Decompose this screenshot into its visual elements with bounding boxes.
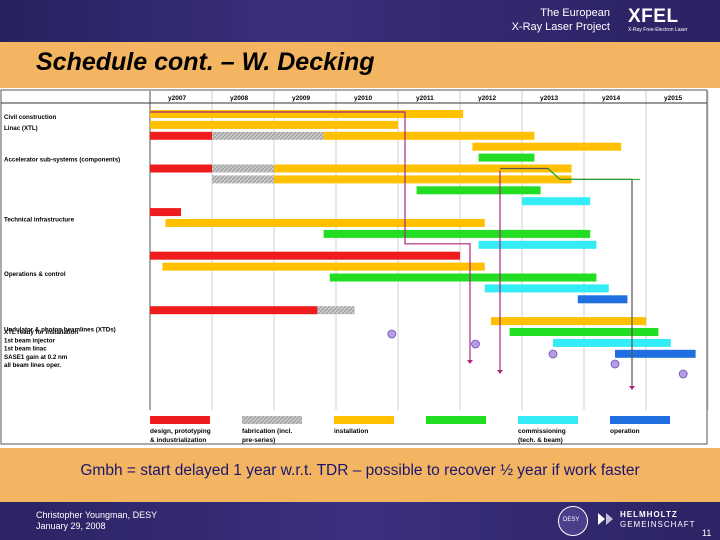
gantt-bar-fabrication (317, 306, 355, 315)
legend-label: installation (334, 428, 368, 435)
presentation-date: January 29, 2008 (36, 521, 106, 531)
group-label: Technical infrastructure (4, 217, 75, 224)
legend-swatch (242, 416, 302, 424)
gantt-bar-installation (165, 219, 485, 227)
gantt-bar-commissioning (553, 338, 671, 347)
helmholtz-logo-icon (598, 513, 613, 525)
group-label: Undulator & photon beamlines (XTDs) (4, 327, 116, 334)
gantt-bar-commissioning (522, 197, 591, 206)
gantt-bar-operation (577, 295, 628, 304)
milestone-marker (471, 339, 480, 349)
gantt-svg: y2007 y2008 y2009 y2010 y2011 y2012 y2013 y2014… (0, 89, 709, 445)
gemeinschaft-label: GEMEINSCHAFT (620, 520, 696, 529)
gantt-bar-installation (274, 175, 572, 184)
gantt-bar-design (150, 251, 460, 260)
gantt-bar-green (478, 153, 535, 162)
desy-logo (558, 506, 588, 536)
arrow-head-icon (467, 360, 473, 364)
gantt-chart: y2007 y2008 y2009 y2010 y2011 y2012 y2013 y2014… (0, 88, 720, 448)
milestone-label: XTL ready for installation (4, 329, 78, 336)
legend-swatch (334, 416, 394, 424)
legend-label: commissioning (518, 428, 566, 435)
gantt-bar-commissioning (484, 284, 609, 293)
legend-swatch (610, 416, 670, 424)
gantt-bar-installation (491, 317, 646, 326)
gantt-bar-green (323, 229, 591, 238)
legend-label: & industrialization (150, 437, 206, 444)
arrow-head-icon (497, 370, 503, 374)
gantt-bar-fabrication (212, 175, 274, 184)
year-label: y2008 (230, 95, 248, 102)
page-number: 11 (702, 528, 712, 538)
helmholtz-label: HELMHOLTZ (620, 510, 678, 519)
gantt-bar-commissioning (478, 240, 597, 249)
gantt-bar-operation (615, 349, 696, 358)
legend-swatch (518, 416, 578, 424)
milestone-label: SASE1 gain at 0.2 nm (4, 354, 68, 361)
year-label: y2012 (478, 95, 496, 102)
year-label: y2013 (540, 95, 558, 102)
org-name-line1: The European (540, 7, 610, 19)
gantt-bar-green (416, 186, 541, 195)
year-label: y2007 (168, 95, 186, 102)
group-label: Operations & control (4, 271, 66, 278)
legend-swatch (426, 416, 486, 424)
header-bar (0, 0, 720, 42)
legend-label: fabrication (incl. (242, 428, 292, 435)
gantt-bar-installation (150, 120, 398, 129)
dependency-arrow (150, 111, 471, 360)
gantt-bar-design (150, 164, 212, 173)
gantt-bar-installation (472, 142, 622, 151)
gantt-bar-installation (162, 262, 485, 271)
milestone-label: all beam lines oper. (4, 362, 61, 369)
title-band (0, 42, 720, 88)
note-band (0, 448, 720, 502)
legend-label: design, prototyping (150, 428, 211, 435)
group-label: Civil construction (4, 114, 56, 121)
org-name-line2: X-Ray Laser Project (511, 21, 610, 33)
gantt-bar-installation (274, 164, 572, 173)
gantt-bar-design (150, 208, 181, 217)
gantt-bar-green (509, 328, 659, 336)
gantt-bar-fabrication (212, 131, 324, 140)
gantt-bar-installation (323, 131, 535, 140)
gantt-bar-design (150, 306, 318, 315)
year-label: y2011 (416, 95, 434, 102)
xfel-logo: XFEL (628, 6, 679, 27)
year-label: y2014 (602, 95, 620, 102)
milestone-marker (678, 369, 688, 379)
legend-swatch (150, 416, 210, 424)
milestone-marker (387, 329, 397, 339)
xfel-logo-subtitle: X-Ray Free-Electron Laser (628, 27, 688, 33)
arrow-head-icon (629, 386, 635, 390)
year-label: y2010 (354, 95, 372, 102)
group-label: Linac (XTL) (4, 125, 38, 132)
legend-label: pre-series) (242, 437, 275, 444)
legend-label: (tech. & beam) (518, 437, 563, 444)
presenter-name: Christopher Youngman, DESY (36, 510, 158, 520)
gantt-bar-installation (150, 110, 464, 118)
slide-title: Schedule cont. – W. Decking (36, 48, 375, 76)
schedule-shift-line (547, 168, 640, 180)
schedule-note: Gmbh = start delayed 1 year w.r.t. TDR –… (80, 462, 640, 479)
legend-label: operation (610, 428, 640, 435)
milestone-marker (610, 359, 620, 369)
year-label: y2015 (664, 95, 682, 102)
year-label: y2009 (292, 95, 310, 102)
gantt-bar-green (329, 273, 597, 282)
gantt-bar-design (150, 131, 212, 140)
desy-logo-label: DESY (563, 517, 580, 523)
gantt-bar-fabrication (212, 164, 274, 173)
milestone-label: 1st beam linac (4, 346, 47, 353)
milestone-marker (548, 349, 558, 359)
group-label: Accelerator sub-systems (components) (4, 157, 120, 164)
milestone-label: 1st beam injector (4, 337, 55, 344)
